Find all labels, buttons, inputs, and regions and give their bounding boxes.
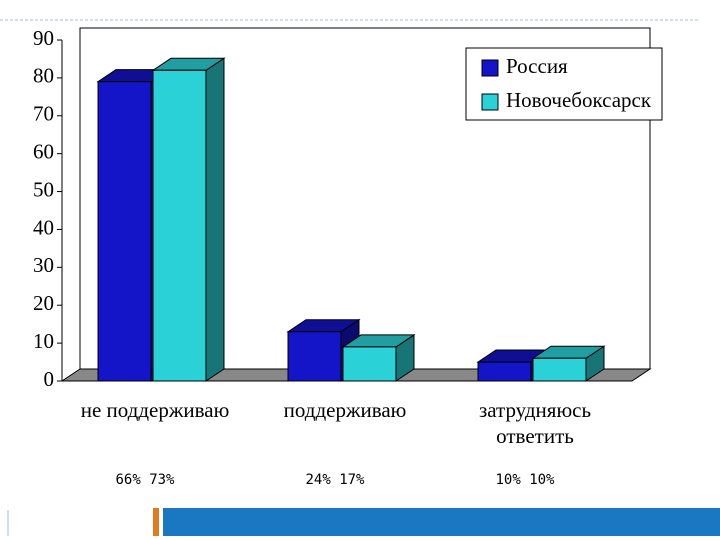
y-tick-label: 30 bbox=[33, 253, 54, 277]
bar bbox=[342, 346, 397, 382]
annotation: 10% 10% bbox=[495, 472, 555, 488]
footer-bar bbox=[163, 508, 720, 536]
y-tick-label: 20 bbox=[33, 291, 54, 315]
y-tick-label: 80 bbox=[33, 64, 54, 88]
bar-side bbox=[205, 57, 225, 382]
x-tick-label: затрудняюсь ответить bbox=[478, 398, 592, 448]
y-tick-label: 50 bbox=[33, 177, 54, 201]
y-tick-label: 10 bbox=[33, 329, 54, 353]
annotation: 24% 17% bbox=[305, 472, 365, 488]
x-tick-label: поддерживаю bbox=[283, 398, 407, 422]
y-tick-label: 90 bbox=[33, 26, 54, 50]
bar bbox=[152, 69, 207, 382]
bar bbox=[477, 361, 532, 382]
legend-swatch bbox=[481, 93, 499, 111]
y-tick-label: 70 bbox=[33, 102, 54, 126]
y-tick-label: 60 bbox=[33, 139, 54, 163]
footer-accent bbox=[153, 508, 159, 536]
bar bbox=[97, 81, 152, 382]
y-tick-label: 0 bbox=[44, 367, 55, 391]
bar bbox=[532, 357, 587, 382]
x-tick-label: не поддерживаю bbox=[80, 398, 230, 422]
legend-swatch bbox=[481, 59, 499, 77]
legend-box bbox=[465, 47, 663, 121]
legend-label: Новочебоксарск bbox=[506, 88, 652, 112]
y-tick-label: 40 bbox=[33, 215, 54, 239]
bar bbox=[287, 331, 342, 382]
annotation: 66% 73% bbox=[115, 472, 175, 488]
legend-label: Россия bbox=[506, 54, 568, 78]
